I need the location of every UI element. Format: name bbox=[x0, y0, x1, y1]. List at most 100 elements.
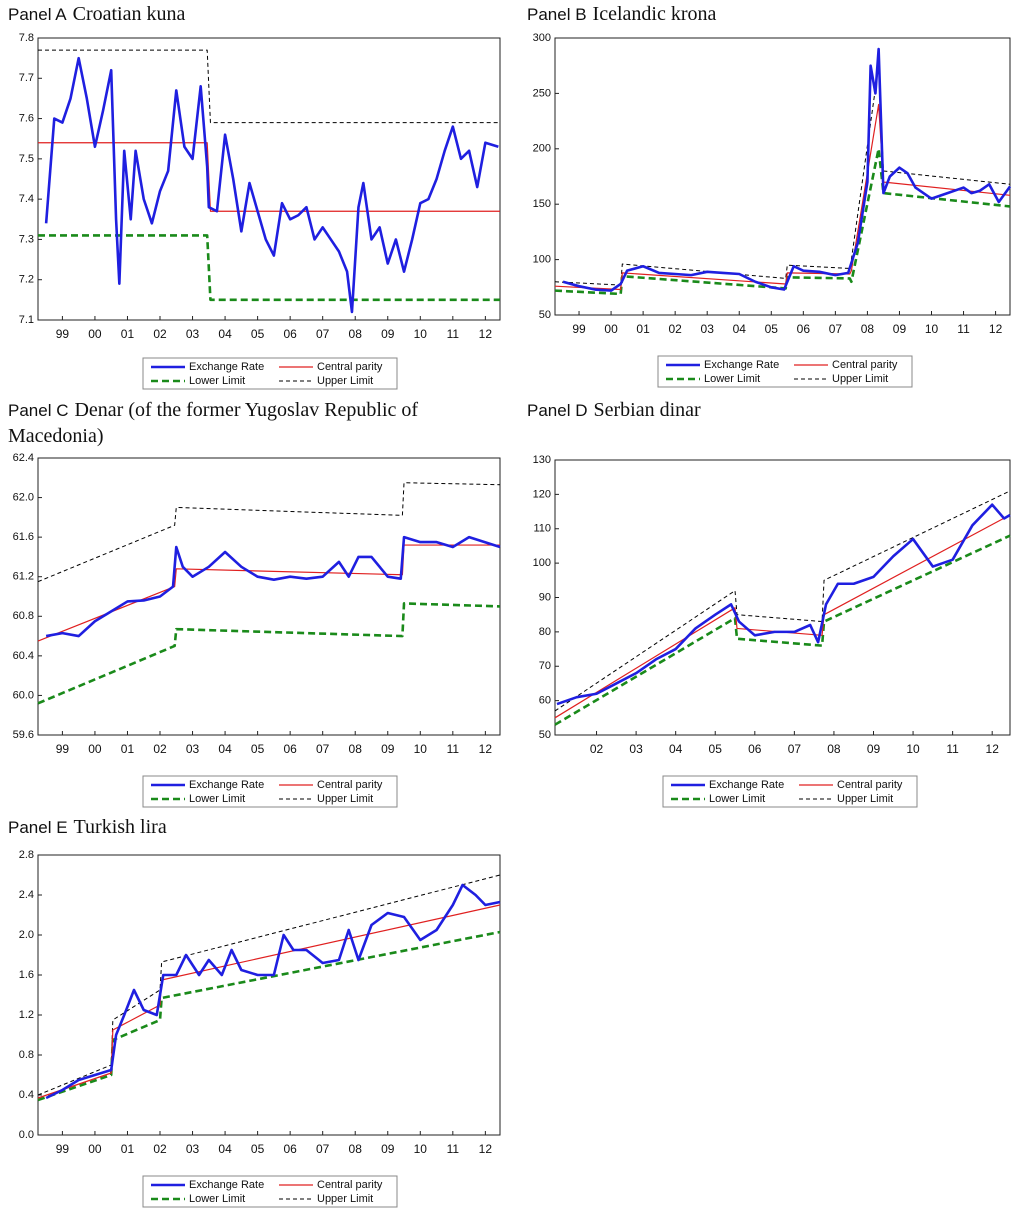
x-tick-label: 08 bbox=[861, 322, 875, 336]
y-tick-label: 7.1 bbox=[19, 314, 34, 326]
x-tick-label: 04 bbox=[218, 327, 232, 341]
plot-frame bbox=[37, 854, 501, 1136]
x-tick-label: 02 bbox=[668, 322, 682, 336]
x-tick-label: 03 bbox=[186, 1142, 200, 1156]
x-tick-label: 05 bbox=[251, 327, 265, 341]
x-tick-label: 02 bbox=[153, 327, 167, 341]
series-line bbox=[554, 147, 1011, 296]
y-tick-label: 7.6 bbox=[19, 112, 34, 124]
x-tick-label: 12 bbox=[986, 742, 1000, 756]
y-tick-label: 59.6 bbox=[13, 729, 34, 741]
y-tick-label: 80 bbox=[539, 626, 551, 638]
legend-box bbox=[662, 775, 918, 808]
plot-frame bbox=[37, 457, 501, 736]
legend-label: Upper Limit bbox=[317, 1193, 373, 1205]
series-line bbox=[38, 49, 500, 124]
x-tick-label: 07 bbox=[316, 1142, 330, 1156]
y-tick-label: 60.0 bbox=[13, 689, 34, 701]
x-tick-label: 07 bbox=[829, 322, 843, 336]
y-tick-label: 1.2 bbox=[19, 1009, 34, 1021]
y-tick-label: 110 bbox=[533, 523, 551, 535]
plot-frame bbox=[37, 37, 501, 321]
x-tick-label: 01 bbox=[121, 1142, 135, 1156]
x-tick-label: 06 bbox=[283, 742, 297, 756]
y-tick-label: 250 bbox=[533, 87, 551, 99]
x-tick-label: 03 bbox=[186, 742, 200, 756]
y-tick-label: 100 bbox=[533, 557, 551, 569]
series-line bbox=[38, 142, 500, 212]
x-tick-label: 10 bbox=[414, 742, 428, 756]
plot-frame bbox=[554, 37, 1011, 316]
y-tick-label: 7.3 bbox=[19, 233, 34, 245]
series-line bbox=[37, 874, 501, 1096]
x-tick-label: 04 bbox=[218, 1142, 232, 1156]
legend-label: Lower Limit bbox=[189, 375, 245, 387]
y-tick-label: 150 bbox=[533, 198, 551, 210]
x-tick-label: 00 bbox=[604, 322, 618, 336]
x-tick-label: 10 bbox=[925, 322, 939, 336]
x-tick-label: 03 bbox=[701, 322, 715, 336]
x-tick-label: 10 bbox=[414, 327, 428, 341]
x-tick-label: 08 bbox=[827, 742, 841, 756]
legend-label: Lower Limit bbox=[189, 793, 245, 805]
x-tick-label: 08 bbox=[349, 1142, 363, 1156]
y-tick-label: 50 bbox=[539, 309, 551, 321]
y-tick-label: 2.4 bbox=[19, 889, 34, 901]
x-tick-label: 09 bbox=[381, 327, 395, 341]
x-tick-label: 09 bbox=[381, 742, 395, 756]
panel-label: Panel E bbox=[8, 818, 68, 837]
panel-label: Panel D bbox=[527, 401, 588, 420]
series-line bbox=[45, 883, 501, 1100]
legend-label: Central parity bbox=[317, 1179, 383, 1191]
x-tick-label: 10 bbox=[906, 742, 920, 756]
panel-name: Croatian kuna bbox=[72, 3, 186, 25]
x-tick-label: 06 bbox=[748, 742, 762, 756]
legend-label: Exchange Rate bbox=[189, 779, 264, 791]
x-tick-label: 11 bbox=[447, 1142, 460, 1156]
y-tick-label: 50 bbox=[539, 729, 551, 741]
x-tick-label: 02 bbox=[153, 742, 167, 756]
x-tick-label: 12 bbox=[479, 742, 493, 756]
x-tick-label: 02 bbox=[153, 1142, 167, 1156]
y-tick-label: 90 bbox=[539, 591, 551, 603]
panel-label: Panel B bbox=[527, 5, 587, 24]
y-tick-label: 100 bbox=[533, 254, 551, 266]
legend-label: Upper Limit bbox=[837, 793, 893, 805]
legend-label: Lower Limit bbox=[704, 373, 760, 385]
y-tick-label: 70 bbox=[539, 660, 551, 672]
x-tick-label: 00 bbox=[88, 327, 102, 341]
x-tick-label: 11 bbox=[957, 322, 970, 336]
panel-label: Panel A bbox=[8, 5, 67, 24]
y-tick-label: 0.4 bbox=[19, 1089, 34, 1101]
series-line bbox=[45, 535, 501, 638]
panel-name: Turkish lira bbox=[73, 816, 167, 838]
series-line bbox=[37, 544, 500, 642]
x-tick-label: 07 bbox=[788, 742, 802, 756]
y-tick-label: 200 bbox=[533, 143, 551, 155]
x-tick-label: 08 bbox=[349, 742, 363, 756]
y-tick-label: 7.7 bbox=[19, 72, 34, 84]
x-tick-label: 99 bbox=[56, 327, 70, 341]
series-line bbox=[554, 490, 1011, 712]
x-tick-label: 03 bbox=[629, 742, 643, 756]
panel-name: Denar (of the former Yugoslav Republic o… bbox=[8, 399, 419, 447]
x-tick-label: 10 bbox=[414, 1142, 428, 1156]
panel-name: Icelandic krona bbox=[592, 3, 717, 25]
y-tick-label: 60.8 bbox=[13, 610, 34, 622]
y-tick-label: 120 bbox=[533, 488, 551, 500]
x-tick-label: 07 bbox=[316, 742, 330, 756]
y-tick-label: 0.8 bbox=[19, 1049, 34, 1061]
legend-label: Central parity bbox=[837, 779, 903, 791]
y-tick-label: 0.0 bbox=[19, 1129, 34, 1141]
x-tick-label: 09 bbox=[893, 322, 907, 336]
y-tick-label: 61.2 bbox=[13, 571, 34, 583]
x-tick-label: 05 bbox=[251, 742, 265, 756]
x-tick-label: 08 bbox=[349, 327, 363, 341]
x-tick-label: 04 bbox=[669, 742, 683, 756]
y-tick-label: 60.4 bbox=[13, 650, 34, 662]
x-tick-label: 05 bbox=[709, 742, 723, 756]
plot-frame bbox=[554, 459, 1011, 736]
legend-label: Central parity bbox=[832, 359, 898, 371]
